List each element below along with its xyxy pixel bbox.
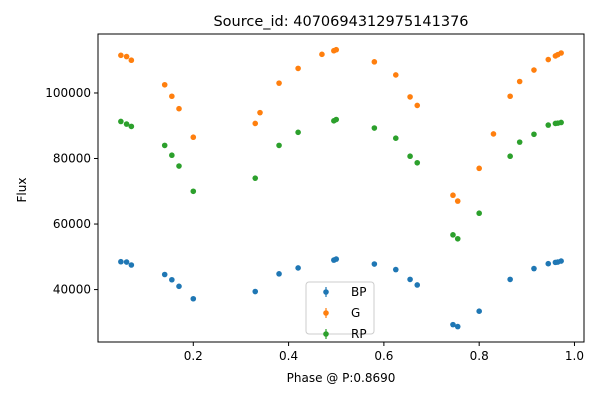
data-point-rp — [516, 139, 523, 145]
x-tick-label: 0.4 — [279, 349, 298, 363]
data-point-g — [507, 93, 513, 100]
x-axis: 0.2 0.4 0.6 0.8 1.0 — [184, 342, 584, 363]
data-point-g — [392, 72, 399, 78]
data-point-bp — [392, 266, 399, 273]
x-tick-label: 0.8 — [470, 349, 489, 363]
legend: BP G RP — [305, 281, 375, 341]
data-point-g — [531, 67, 537, 73]
data-point-g — [476, 165, 482, 172]
data-point-g — [407, 94, 413, 100]
data-point-rp — [118, 118, 124, 125]
x-axis-label: Phase @ P:0.8690 — [287, 371, 396, 385]
data-point-bp — [276, 271, 282, 277]
data-point-rp — [476, 210, 482, 217]
data-point-rp — [507, 153, 513, 160]
data-point-bp — [161, 271, 168, 278]
data-point-g — [516, 78, 523, 85]
data-point-rp — [450, 232, 456, 238]
data-point-bp — [333, 256, 340, 262]
data-point-bp — [450, 321, 456, 328]
data-point-g — [490, 131, 497, 137]
data-point-g — [319, 51, 325, 58]
data-point-rp — [371, 125, 378, 131]
data-point-bp — [252, 288, 259, 295]
data-point-g — [118, 52, 124, 59]
legend-box — [305, 281, 375, 335]
data-point-rp — [545, 122, 552, 128]
series-g — [118, 46, 564, 204]
data-point-bp — [545, 260, 552, 267]
data-point-bp — [414, 282, 421, 288]
legend-label-rp: RP — [351, 327, 367, 341]
y-axis-label: Flux — [15, 178, 29, 203]
data-point-rp — [333, 116, 340, 123]
data-point-bp — [371, 261, 378, 267]
data-point-g — [558, 50, 564, 56]
y-tick-label: 100000 — [45, 86, 91, 100]
y-tick-label: 40000 — [53, 283, 91, 297]
data-point-rp — [169, 152, 175, 159]
series-bp — [118, 256, 564, 330]
data-point-rp — [252, 175, 259, 181]
data-point-rp — [123, 121, 130, 127]
data-point-bp — [118, 258, 124, 265]
data-point-bp — [407, 276, 413, 283]
data-point-bp — [295, 265, 301, 271]
legend-marker-g — [323, 310, 329, 316]
y-tick-label: 60000 — [53, 217, 91, 231]
data-point-g — [176, 105, 182, 112]
data-point-g — [161, 81, 168, 88]
data-point-rp — [295, 129, 301, 136]
data-point-g — [545, 56, 552, 63]
series-rp — [118, 116, 564, 242]
data-point-rp — [454, 235, 461, 242]
legend-marker-bp — [323, 289, 329, 295]
data-point-bp — [169, 276, 175, 283]
data-point-bp — [128, 262, 135, 268]
data-point-rp — [392, 135, 399, 141]
data-point-g — [190, 134, 197, 141]
data-point-g — [257, 109, 263, 116]
data-point-g — [295, 65, 301, 72]
legend-marker-rp — [323, 331, 329, 337]
data-point-bp — [454, 323, 461, 330]
data-point-g — [333, 46, 340, 53]
data-point-g — [276, 80, 282, 86]
data-point-rp — [161, 142, 168, 149]
data-point-bp — [558, 258, 564, 264]
data-point-g — [414, 102, 421, 109]
x-tick-label: 0.6 — [374, 349, 393, 363]
chart-title: Source_id: 4070694312975141376 — [213, 14, 468, 30]
data-point-bp — [190, 295, 197, 302]
data-point-g — [450, 192, 456, 199]
data-point-g — [169, 93, 175, 100]
plot-area — [97, 33, 585, 343]
x-tick-label: 1.0 — [565, 349, 584, 363]
data-points — [118, 46, 564, 330]
legend-label-g: G — [351, 306, 360, 320]
legend-label-bp: BP — [351, 285, 366, 299]
x-tick-label: 0.2 — [184, 349, 203, 363]
data-point-rp — [414, 159, 421, 166]
y-axis: 40000 60000 80000 100000 — [45, 86, 98, 297]
data-point-bp — [123, 259, 130, 265]
data-point-rp — [558, 119, 564, 126]
data-point-rp — [128, 123, 135, 130]
data-point-bp — [476, 308, 482, 315]
data-point-rp — [531, 131, 537, 138]
y-tick-label: 80000 — [53, 152, 91, 166]
data-point-g — [128, 57, 135, 64]
data-point-rp — [176, 163, 182, 169]
data-point-g — [123, 53, 130, 60]
data-point-rp — [407, 153, 413, 160]
data-point-bp — [507, 276, 513, 283]
data-point-bp — [531, 265, 537, 272]
data-point-bp — [176, 283, 182, 290]
data-point-rp — [276, 142, 282, 149]
data-point-g — [252, 120, 259, 127]
data-point-g — [371, 59, 378, 65]
data-point-g — [454, 198, 461, 204]
data-point-rp — [190, 188, 197, 195]
